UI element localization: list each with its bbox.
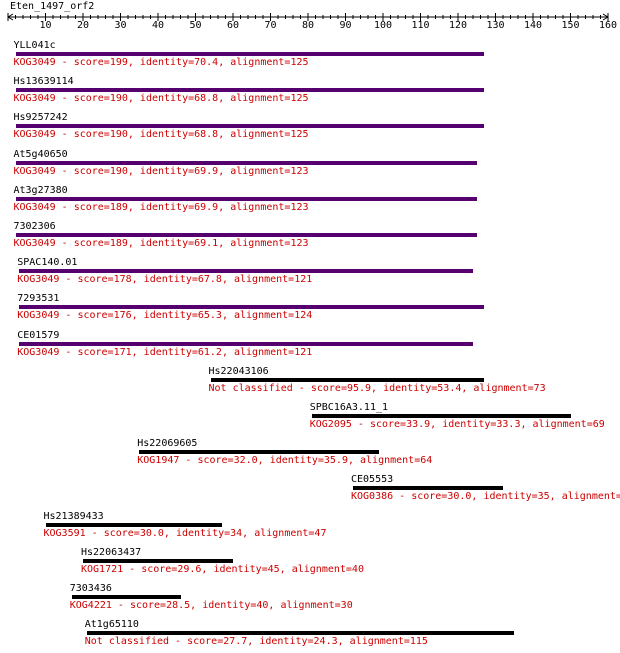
ruler-tick-label: 160 — [598, 20, 618, 31]
ruler-tick-label: 40 — [151, 20, 165, 31]
hit-name-link[interactable]: CE05553 — [351, 474, 394, 486]
hit-alignment-bar[interactable] — [15, 88, 485, 93]
hit-name-link[interactable]: Hs22063437 — [81, 546, 142, 558]
position-ruler — [7, 13, 609, 21]
hit-alignment-bar[interactable] — [15, 196, 477, 201]
hit-name-link[interactable]: CE01579 — [17, 329, 60, 341]
hit-name-link[interactable]: Hs9257242 — [13, 112, 68, 124]
ruler-tick-label: 130 — [486, 20, 505, 31]
hit-description: KOG0386 - score=30.0, identity=35, align… — [351, 491, 620, 503]
hit-alignment-bar[interactable] — [19, 341, 473, 346]
query-title: Eten_1497_orf2 — [10, 1, 95, 12]
ruler-tick-label: 30 — [114, 20, 127, 31]
ruler-tick-label: 90 — [339, 20, 352, 31]
hit-name-link[interactable]: SPAC140.01 — [17, 257, 78, 269]
hit-description: KOG3049 - score=190, identity=68.8, alig… — [13, 129, 309, 141]
hit-alignment-bar[interactable] — [15, 233, 477, 237]
hit-name-link[interactable]: 7293531 — [17, 293, 60, 305]
hit-alignment-bar[interactable] — [19, 269, 473, 274]
hit-description: KOG3049 - score=190, identity=69.9, alig… — [13, 165, 309, 177]
hit-description: KOG1947 - score=32.0, identity=35.9, ali… — [137, 455, 433, 467]
ruler-tick-label: 150 — [561, 20, 580, 31]
ruler-tick-label: 80 — [301, 20, 315, 31]
hit-name-link[interactable]: Hs21389433 — [43, 510, 104, 522]
hit-alignment-bar[interactable] — [83, 558, 233, 563]
ruler-tick-label: 10 — [39, 20, 52, 31]
hit-description: KOG3049 - score=199, identity=70.4, alig… — [13, 57, 309, 68]
hit-description: KOG4221 - score=28.5, identity=40, align… — [69, 600, 353, 611]
hit-name-link[interactable]: At1g65110 — [84, 619, 139, 631]
hit-name-link[interactable]: At5g40650 — [13, 148, 68, 160]
ruler-tick-label: 120 — [448, 20, 468, 31]
ruler-tick-label: 70 — [264, 20, 277, 31]
hit-name-link[interactable]: Hs22043106 — [208, 365, 269, 377]
ruler-tick-label: 60 — [226, 20, 240, 31]
hit-description: KOG3049 - score=190, identity=68.8, alig… — [13, 93, 309, 105]
ruler-tick-label: 100 — [373, 20, 393, 31]
hit-alignment-bar[interactable] — [15, 160, 477, 165]
hit-alignment-bar[interactable] — [19, 305, 485, 310]
hit-name-link[interactable]: YLL041c — [13, 40, 56, 51]
hit-alignment-bar[interactable] — [86, 631, 515, 636]
hit-description: KOG1721 - score=29.6, identity=45, align… — [81, 563, 364, 575]
hit-name-link[interactable]: Hs22069605 — [137, 438, 198, 450]
hit-alignment-bar[interactable] — [71, 595, 181, 599]
hit-description: KOG3049 - score=176, identity=65.3, alig… — [17, 310, 313, 322]
hit-name-link[interactable]: At3g27380 — [13, 184, 68, 196]
hit-alignment-bar[interactable] — [353, 486, 503, 491]
hit-description: KOG3049 - score=189, identity=69.9, alig… — [13, 201, 309, 213]
ruler-tick-label: 50 — [189, 20, 202, 31]
hit-alignment-bar[interactable] — [15, 124, 485, 129]
ruler-right-arrow-icon — [602, 13, 609, 21]
hit-alignment-bar[interactable] — [45, 522, 222, 527]
hit-name-link[interactable]: 7303436 — [69, 583, 112, 594]
hit-name-link[interactable]: 7302306 — [13, 221, 56, 232]
hit-description: KOG3049 - score=189, identity=69.1, alig… — [13, 238, 309, 249]
hit-description: KOG2095 - score=33.9, identity=33.3, ali… — [309, 419, 605, 430]
hit-alignment-bar[interactable] — [210, 377, 485, 382]
hit-alignment-bar[interactable] — [139, 450, 380, 455]
hit-alignment-bar[interactable] — [15, 52, 485, 56]
hit-description: KOG3049 - score=178, identity=67.8, alig… — [17, 274, 313, 286]
hit-description: KOG3049 - score=171, identity=61.2, alig… — [17, 346, 313, 358]
hit-description: Not classified - score=27.7, identity=24… — [84, 636, 428, 648]
ruler-tick-label: 140 — [523, 20, 543, 31]
hit-description: KOG3591 - score=30.0, identity=34, align… — [43, 527, 327, 539]
ruler-tick-label: 20 — [76, 20, 90, 31]
hit-alignment-bar[interactable] — [311, 414, 571, 418]
ruler-left-arrow-icon — [7, 13, 14, 21]
hit-description: Not classified - score=95.9, identity=53… — [208, 382, 546, 394]
hit-name-link[interactable]: SPBC16A3.11_1 — [309, 402, 389, 413]
ruler-tick-label: 110 — [411, 20, 430, 31]
hit-name-link[interactable]: Hs13639114 — [13, 76, 74, 88]
